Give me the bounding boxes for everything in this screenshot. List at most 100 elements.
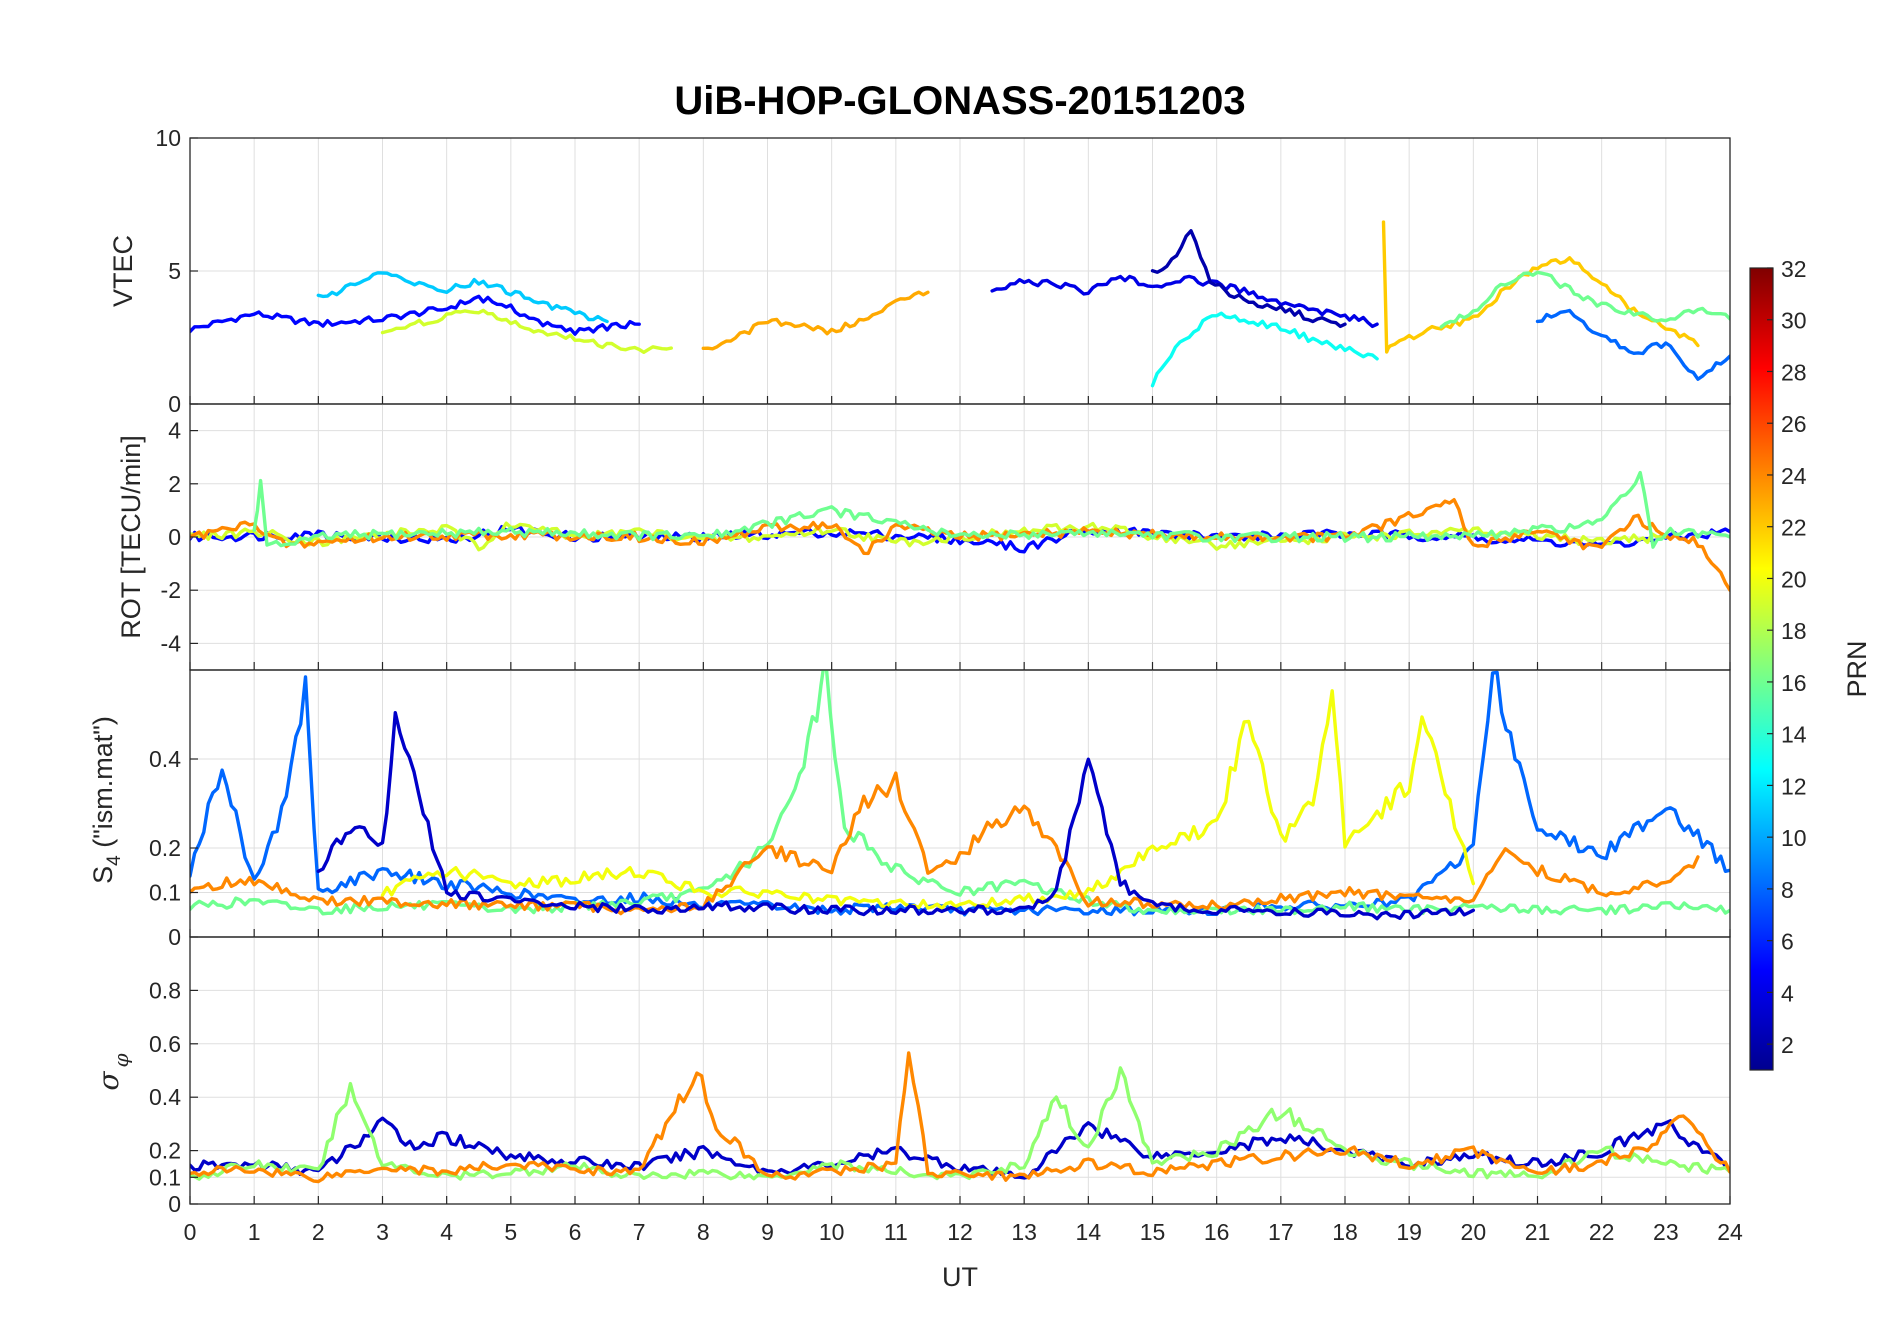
panel-rot-ytick-label: 0 bbox=[168, 524, 181, 550]
panel-vtec-ytick-label: 10 bbox=[155, 125, 181, 151]
panel-vtec-series-prn-2 bbox=[1150, 229, 1347, 329]
panel-s4-series-prn-16 bbox=[190, 670, 1730, 916]
x-tick-label: 9 bbox=[761, 1219, 774, 1245]
x-tick-label: 6 bbox=[569, 1219, 582, 1245]
x-tick-label: 18 bbox=[1332, 1219, 1358, 1245]
panel-s4-yticks: 0 0.1 0.2 0.4 bbox=[149, 746, 1731, 950]
panel-vtec-series-prn-5 bbox=[190, 294, 641, 336]
panel-sigma-ylabel-sub: φ bbox=[109, 1053, 133, 1067]
panel-sigma-yticks: 00.10.2 0.4 0.6 0.8 bbox=[149, 977, 1731, 1217]
panel-vtec-grid bbox=[189, 137, 1731, 405]
panel-s4-series-prn-20 bbox=[380, 689, 1476, 910]
x-tick-label: 0 bbox=[184, 1219, 197, 1245]
panel-vtec-series-prn-19 bbox=[380, 308, 673, 354]
x-tick-label: 21 bbox=[1525, 1219, 1551, 1245]
panel-s4-ytick-label: 0 bbox=[168, 924, 181, 950]
panel-rot: -4 -2 0 2 4 ROT [TECU/min] bbox=[116, 403, 1731, 671]
x-tick-label: 24 bbox=[1717, 1219, 1743, 1245]
panel-sigma-ytick-label: 0.8 bbox=[149, 977, 181, 1003]
panel-rot-series-prn-16 bbox=[252, 470, 1730, 549]
panel-sigma-ylabel: σφ bbox=[92, 1053, 133, 1090]
colorbar-tick-label: 16 bbox=[1781, 670, 1807, 696]
x-tick-label: 19 bbox=[1396, 1219, 1422, 1245]
panel-rot-ytick-label: -4 bbox=[161, 630, 182, 656]
panel-s4-traces bbox=[190, 670, 1730, 921]
colorbar-gradient bbox=[1749, 267, 1774, 1071]
colorbar-tick-label: 8 bbox=[1781, 877, 1794, 903]
colorbar-tick-label: 14 bbox=[1781, 722, 1807, 748]
panel-s4-ytick-label: 0.2 bbox=[149, 835, 181, 861]
x-tick-label: 14 bbox=[1076, 1219, 1102, 1245]
panel-vtec: 0 5 10 VTEC bbox=[108, 125, 1731, 417]
panel-rot-ytick-label: 2 bbox=[168, 471, 181, 497]
panel-sigma: 00.10.2 0.4 0.6 0.8 σφ bbox=[92, 936, 1731, 1217]
panel-s4-series-prn-3 bbox=[316, 711, 1476, 921]
colorbar-tick-label: 10 bbox=[1781, 825, 1807, 851]
panel-s4: 0 0.1 0.2 0.4 S4 ("ism.mat") bbox=[88, 669, 1731, 950]
panel-sigma-ytick-label: 0.6 bbox=[149, 1031, 181, 1057]
panel-s4-ytick-label: 0.4 bbox=[149, 746, 181, 772]
panel-s4-ylabel: S4 ("ism.mat") bbox=[88, 716, 125, 884]
panel-vtec-series-prn-23 bbox=[701, 290, 930, 351]
panel-sigma-series-prn-24 bbox=[190, 1051, 1730, 1184]
panel-s4-ylabel-main: S bbox=[88, 866, 118, 884]
colorbar-tick-label: 20 bbox=[1781, 566, 1807, 592]
x-tick-label: 23 bbox=[1653, 1219, 1679, 1245]
colorbar-tick-label: 22 bbox=[1781, 515, 1807, 541]
panel-rot-traces bbox=[190, 470, 1730, 592]
x-tick-label: 22 bbox=[1589, 1219, 1615, 1245]
panel-rot-ytick-label: -2 bbox=[161, 577, 181, 603]
x-tick-label: 7 bbox=[633, 1219, 646, 1245]
panel-vtec-series-prn-22 bbox=[1381, 220, 1700, 354]
panel-rot-ytick-label: 4 bbox=[168, 418, 181, 444]
chart-title: UiB-HOP-GLONASS-20151203 bbox=[674, 79, 1245, 123]
colorbar-tick-label: 26 bbox=[1781, 411, 1807, 437]
panel-rot-series-prn-24 bbox=[190, 498, 1730, 592]
colorbar-tick-label: 30 bbox=[1781, 308, 1807, 334]
colorbar-tick-label: 4 bbox=[1781, 980, 1794, 1006]
panel-vtec-series-prn-4 bbox=[990, 274, 1379, 329]
panel-vtec-series-prn-8 bbox=[1535, 308, 1730, 381]
colorbar-tick-label: 24 bbox=[1781, 463, 1807, 489]
panel-rot-yticks: -4 -2 0 2 4 bbox=[161, 418, 1731, 670]
panel-s4-ytick-label: 0.1 bbox=[149, 880, 181, 906]
x-tick-label: 16 bbox=[1204, 1219, 1230, 1245]
panel-sigma-ytick-label: 0.1 bbox=[149, 1164, 181, 1190]
panel-vtec-ytick-label: 0 bbox=[168, 391, 181, 417]
x-tick-label: 17 bbox=[1268, 1219, 1294, 1245]
colorbar-tick-label: 12 bbox=[1781, 773, 1807, 799]
panel-s4-series-prn-24 bbox=[190, 771, 1700, 916]
panel-vtec-series-prn-13 bbox=[1150, 311, 1379, 388]
panel-sigma-ytick-label: 0.4 bbox=[149, 1084, 181, 1110]
panel-sigma-ytick-label: 0 bbox=[168, 1191, 181, 1217]
colorbar-tick-label: 2 bbox=[1781, 1032, 1794, 1058]
colorbar-label: PRN bbox=[1842, 640, 1872, 697]
x-tick-label: 15 bbox=[1140, 1219, 1166, 1245]
panel-sigma-traces bbox=[190, 1051, 1730, 1184]
colorbar-tick-label: 6 bbox=[1781, 929, 1794, 955]
panel-sigma-ylabel-main: σ bbox=[92, 1071, 125, 1091]
x-axis-label: UT bbox=[942, 1262, 978, 1292]
x-tick-label: 13 bbox=[1011, 1219, 1037, 1245]
panel-vtec-traces bbox=[190, 220, 1730, 388]
panel-s4-ylabel-sub: 4 bbox=[104, 855, 125, 866]
colorbar-tick-label: 18 bbox=[1781, 618, 1807, 644]
panel-s4-ylabel-rest: ("ism.mat") bbox=[88, 716, 118, 855]
x-tick-label: 1 bbox=[248, 1219, 261, 1245]
x-tick-label: 10 bbox=[819, 1219, 845, 1245]
x-tick-label: 11 bbox=[884, 1219, 908, 1245]
colorbar-tick-label: 28 bbox=[1781, 359, 1807, 385]
panel-rot-ylabel: ROT [TECU/min] bbox=[116, 435, 146, 639]
panel-sigma-grid bbox=[189, 937, 1731, 1205]
panel-sigma-ytick-label: 0.2 bbox=[149, 1138, 181, 1164]
x-tick-label: 3 bbox=[376, 1219, 389, 1245]
x-tick-label: 4 bbox=[440, 1219, 453, 1245]
x-tick-label: 8 bbox=[697, 1219, 710, 1245]
x-tick-label: 5 bbox=[504, 1219, 517, 1245]
panel-vtec-ylabel: VTEC bbox=[108, 235, 138, 307]
panel-vtec-ytick-label: 5 bbox=[168, 258, 181, 284]
panel-vtec-yticks: 0 5 10 bbox=[155, 125, 1731, 417]
